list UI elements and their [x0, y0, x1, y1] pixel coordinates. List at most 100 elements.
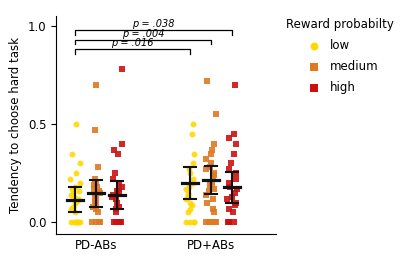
Point [93, 201, 99, 205]
Point [67, 177, 73, 181]
Point [233, 171, 240, 175]
Point [116, 181, 122, 185]
Point [234, 187, 240, 191]
Point [186, 206, 193, 211]
Point [115, 151, 121, 156]
Point [92, 177, 98, 181]
Point [113, 220, 120, 225]
Point [210, 171, 217, 175]
Point [93, 195, 99, 199]
Point [190, 220, 197, 225]
Point [71, 195, 77, 199]
Point [69, 187, 75, 191]
Point [225, 181, 232, 185]
Point [211, 187, 218, 191]
Point [207, 183, 213, 187]
Point [232, 83, 238, 87]
Point [113, 210, 120, 215]
Point [185, 193, 191, 197]
Point [185, 210, 191, 215]
Point [232, 201, 239, 205]
Point [77, 220, 83, 225]
Text: p = .004: p = .004 [122, 28, 164, 39]
Text: p = .016: p = .016 [111, 38, 154, 48]
Point [118, 220, 125, 225]
Point [226, 220, 232, 225]
Point [232, 202, 238, 207]
Point [189, 202, 196, 207]
Point [203, 157, 210, 161]
Point [232, 191, 238, 195]
Y-axis label: Tendency to choose hard task: Tendency to choose hard task [9, 37, 22, 213]
Point [210, 206, 216, 211]
Point [109, 195, 115, 199]
Point [72, 122, 79, 126]
Point [96, 220, 102, 225]
Point [93, 220, 100, 225]
Point [185, 195, 192, 199]
Point [119, 67, 125, 71]
Point [68, 220, 74, 225]
Point [231, 151, 238, 156]
Point [70, 191, 76, 195]
Point [116, 220, 123, 225]
Point [116, 191, 123, 195]
Point [74, 220, 81, 225]
Point [232, 142, 239, 146]
Point [95, 210, 101, 215]
Point [67, 193, 74, 197]
Point [119, 185, 125, 189]
Point [113, 197, 120, 201]
Point [186, 167, 193, 171]
Point [191, 151, 197, 156]
Point [69, 151, 76, 156]
Point [211, 142, 218, 146]
Point [226, 167, 232, 171]
Point [111, 220, 117, 225]
Point [224, 197, 230, 201]
Point [183, 220, 189, 225]
Point [204, 201, 210, 205]
Text: p = .038: p = .038 [132, 19, 175, 29]
Point [230, 220, 237, 225]
Point [72, 185, 78, 189]
Point [190, 122, 196, 126]
Point [186, 183, 192, 187]
Point [70, 205, 76, 209]
Point [94, 185, 100, 189]
Point [230, 210, 236, 215]
Point [207, 161, 214, 165]
Point [208, 151, 214, 156]
Point [75, 197, 82, 201]
Point [77, 161, 83, 165]
Point [114, 201, 121, 205]
Point [206, 220, 212, 225]
Point [92, 198, 98, 203]
Point [74, 198, 80, 203]
Point [210, 177, 216, 181]
Point [92, 181, 99, 185]
Point [211, 210, 217, 215]
Point [186, 201, 193, 205]
Point [90, 205, 96, 209]
Point [113, 206, 120, 211]
Point [208, 220, 214, 225]
Point [226, 185, 233, 189]
Point [73, 171, 79, 175]
Point [190, 220, 197, 225]
Point [119, 142, 125, 146]
Point [72, 201, 78, 205]
Point [91, 183, 97, 187]
Point [96, 191, 103, 195]
Point [190, 181, 196, 185]
Point [92, 83, 99, 87]
Point [95, 165, 101, 169]
Point [190, 177, 196, 181]
Point [187, 171, 193, 175]
Point [93, 206, 99, 211]
Point [206, 189, 213, 193]
Point [111, 147, 118, 152]
Point [92, 128, 98, 132]
Point [207, 165, 213, 169]
Point [229, 195, 236, 199]
